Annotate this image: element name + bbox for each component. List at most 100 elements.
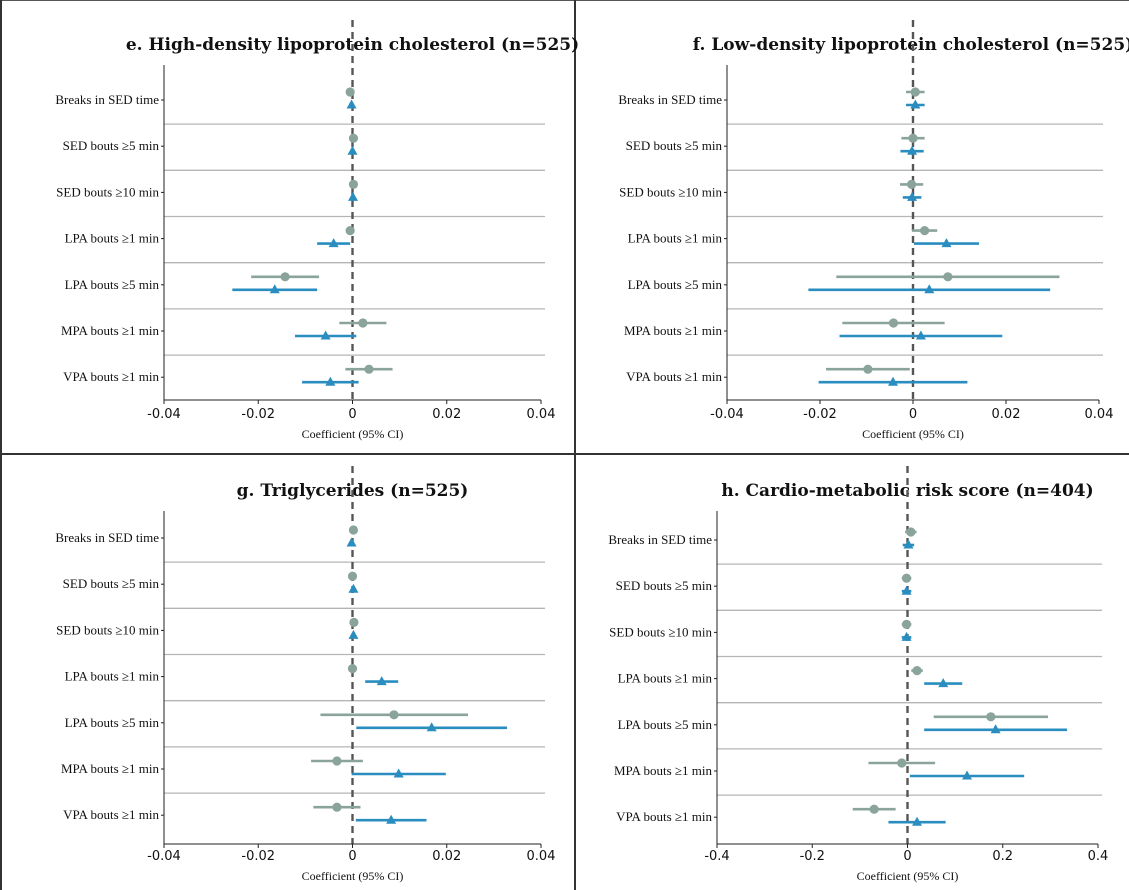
panel-title: f. Low-density lipoprotein cholesterol (… <box>693 35 1129 55</box>
estimate-point-circle <box>901 619 912 629</box>
row-label: MPA bouts ≥1 min <box>614 763 713 778</box>
row-label: VPA bouts ≥1 min <box>63 807 159 822</box>
estimate-point-circle <box>943 272 953 282</box>
estimate-point-circle <box>863 364 873 374</box>
estimate-point-circle <box>280 272 290 282</box>
estimate-point-triangle <box>907 145 918 155</box>
estimate-point-circle <box>348 133 359 143</box>
x-tick-label: 0 <box>348 849 356 864</box>
estimate-point-circle <box>347 571 358 581</box>
vertical-divider <box>574 0 576 890</box>
row-label: SED bouts ≥10 min <box>619 184 722 199</box>
estimate-point-circle <box>389 710 399 720</box>
estimate-point-triangle <box>386 814 397 824</box>
estimate-point-triangle <box>907 191 918 201</box>
row-label: Breaks in SED time <box>608 532 712 547</box>
outer-border-left <box>0 0 2 890</box>
x-tick-label: -0.02 <box>241 849 275 864</box>
estimate-point-triangle <box>347 191 358 201</box>
row-label: LPA bouts ≥5 min <box>65 715 160 730</box>
estimate-point-circle <box>348 179 359 189</box>
x-tick-label: -0.04 <box>147 849 181 864</box>
estimate-point-circle <box>347 664 358 674</box>
estimate-point-triangle <box>346 99 357 109</box>
row-label: LPA bouts ≥5 min <box>618 717 713 732</box>
x-axis-label: Coefficient (95% CI) <box>862 427 964 441</box>
estimate-point-circle <box>345 87 355 97</box>
horizontal-divider <box>0 453 1129 455</box>
row-label: LPA bouts ≥1 min <box>628 231 723 246</box>
estimate-point-circle <box>888 318 899 328</box>
estimate-point-triangle <box>347 145 358 155</box>
row-label: LPA bouts ≥1 min <box>65 669 160 684</box>
row-label: MPA bouts ≥1 min <box>624 323 723 338</box>
estimate-point-circle <box>349 617 359 627</box>
estimate-point-circle <box>920 226 930 236</box>
estimate-point-circle <box>897 758 907 768</box>
estimate-point-triangle <box>915 330 926 340</box>
row-label: SED bouts ≥10 min <box>56 184 159 199</box>
x-tick-label: -0.2 <box>800 849 825 864</box>
estimate-point-circle <box>358 318 368 328</box>
row-label: MPA bouts ≥1 min <box>61 761 160 776</box>
x-tick-label: -0.02 <box>803 407 837 422</box>
estimate-point-circle <box>907 179 917 189</box>
x-tick-label: -0.04 <box>147 407 181 422</box>
x-axis-label: Coefficient (95% CI) <box>302 869 404 883</box>
x-tick-label: 0.02 <box>432 849 461 864</box>
estimate-point-triangle <box>912 816 923 826</box>
estimate-point-triangle <box>376 676 387 686</box>
row-label: LPA bouts ≥5 min <box>65 277 160 292</box>
estimate-point-circle <box>908 133 918 143</box>
x-tick-label: 0.04 <box>1085 407 1114 422</box>
estimate-point-circle <box>906 527 916 537</box>
panel-f-ldl: f. Low-density lipoprotein cholesterol (… <box>618 20 1129 441</box>
x-tick-label: 0 <box>909 407 917 422</box>
row-label: LPA bouts ≥1 min <box>65 231 160 246</box>
x-tick-label: 0 <box>903 849 911 864</box>
estimate-point-triangle <box>348 583 359 593</box>
estimate-point-triangle <box>938 678 949 688</box>
estimate-point-triangle <box>888 376 899 386</box>
row-label: Breaks in SED time <box>55 92 159 107</box>
panel-h-cardiometabolic: h. Cardio-metabolic risk score (n=404)Br… <box>608 466 1109 883</box>
estimate-point-triangle <box>924 284 935 294</box>
x-tick-label: -0.04 <box>710 407 744 422</box>
estimate-point-triangle <box>269 284 280 294</box>
row-label: LPA bouts ≥1 min <box>618 671 713 686</box>
estimate-point-triangle <box>910 99 921 109</box>
row-label: VPA bouts ≥1 min <box>626 369 722 384</box>
estimate-point-circle <box>912 666 922 676</box>
estimate-point-triangle <box>393 768 404 778</box>
row-label: VPA bouts ≥1 min <box>63 369 159 384</box>
panel-g-triglycerides: g. Triglycerides (n=525)Breaks in SED ti… <box>55 466 556 883</box>
row-label: SED bouts ≥5 min <box>63 576 160 591</box>
estimate-point-triangle <box>348 629 359 639</box>
estimate-point-triangle <box>903 539 914 549</box>
x-tick-label: -0.4 <box>704 849 729 864</box>
x-tick-label: 0.02 <box>992 407 1021 422</box>
estimate-point-triangle <box>990 724 1001 734</box>
estimate-point-circle <box>332 802 342 812</box>
row-label: SED bouts ≥5 min <box>626 138 723 153</box>
x-tick-label: -0.02 <box>241 407 275 422</box>
estimate-point-triangle <box>962 770 973 780</box>
x-tick-label: 0.4 <box>1088 849 1109 864</box>
estimate-point-circle <box>332 756 342 766</box>
row-label: SED bouts ≥5 min <box>616 578 713 593</box>
x-axis-label: Coefficient (95% CI) <box>857 869 959 883</box>
estimate-point-circle <box>986 712 996 722</box>
row-label: MPA bouts ≥1 min <box>61 323 160 338</box>
estimate-point-circle <box>910 87 920 97</box>
row-label: VPA bouts ≥1 min <box>616 809 712 824</box>
x-tick-label: 0.04 <box>527 407 556 422</box>
estimate-point-circle <box>345 226 355 236</box>
estimate-point-triangle <box>346 537 357 547</box>
x-axis-label: Coefficient (95% CI) <box>302 427 404 441</box>
x-tick-label: 0.04 <box>527 849 556 864</box>
x-tick-label: 0.02 <box>432 407 461 422</box>
outer-border-top <box>0 0 1129 1</box>
estimate-point-triangle <box>320 330 331 340</box>
row-label: LPA bouts ≥5 min <box>628 277 723 292</box>
